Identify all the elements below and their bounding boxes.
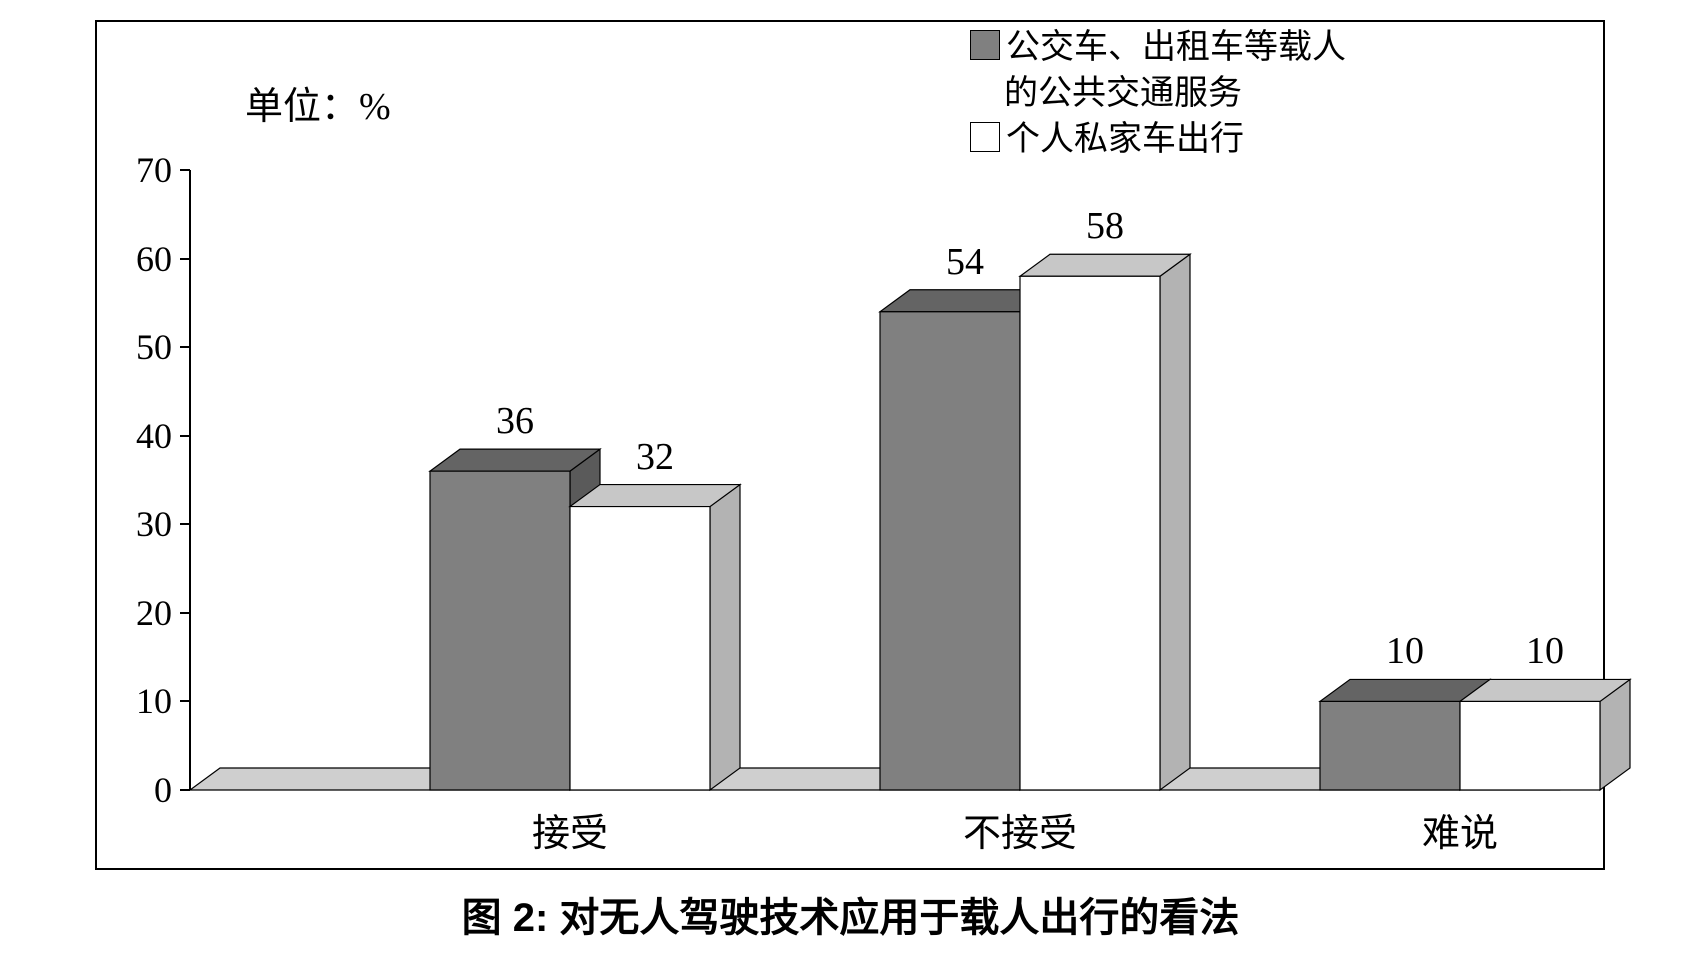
legend-label-cont: 的公共交通服务: [1004, 71, 1242, 117]
legend-swatch: [970, 122, 1000, 152]
y-tick-label: 60: [112, 238, 172, 280]
x-category-label: 接受: [532, 802, 608, 857]
y-tick-label: 0: [112, 769, 172, 811]
y-tick: [180, 435, 190, 437]
y-tick-label: 50: [112, 326, 172, 368]
bar-value-label: 10: [1526, 629, 1564, 673]
legend-item: 公交车、出租车等载人: [970, 25, 1346, 71]
chart-caption: 图 2: 对无人驾驶技术应用于载人出行的看法: [0, 885, 1701, 943]
y-tick-label: 30: [112, 503, 172, 545]
legend-swatch: [970, 30, 1000, 60]
y-tick: [180, 612, 190, 614]
plot-area: 0102030405060703632接受5458不接受1010难说: [190, 170, 1570, 790]
y-tick: [180, 169, 190, 171]
legend: 公交车、出租车等载人的公共交通服务个人私家车出行: [970, 25, 1590, 163]
y-tick: [180, 789, 190, 791]
y-tick-label: 70: [112, 149, 172, 191]
y-tick: [180, 346, 190, 348]
y-tick-label: 20: [112, 592, 172, 634]
legend-label: 个人私家车出行: [1006, 121, 1244, 158]
legend-label: 公交车、出租车等载人: [1006, 29, 1346, 66]
x-category-label: 不接受: [963, 802, 1077, 857]
unit-label: 单位：%: [245, 75, 391, 130]
y-tick-label: 40: [112, 415, 172, 457]
chart-container: 0102030405060703632接受5458不接受1010难说 图 2: …: [0, 0, 1701, 964]
legend-item: 个人私家车出行: [970, 117, 1244, 163]
x-category-label: 难说: [1422, 802, 1498, 857]
bar: [190, 170, 1600, 792]
y-tick: [180, 523, 190, 525]
y-tick: [180, 258, 190, 260]
y-tick: [180, 700, 190, 702]
y-tick-label: 10: [112, 680, 172, 722]
